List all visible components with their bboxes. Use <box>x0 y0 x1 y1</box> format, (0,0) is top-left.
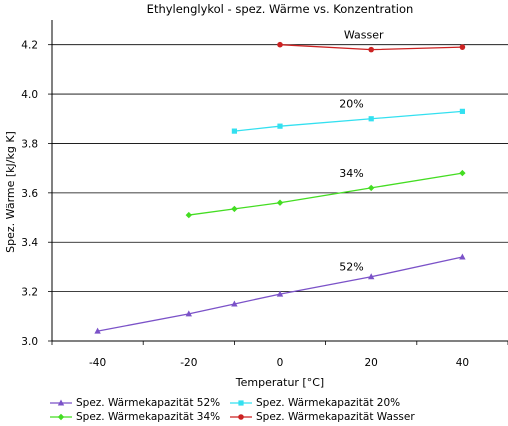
series-lines <box>97 44 463 332</box>
legend-item: Spez. Wärmekapazität 52% <box>50 396 230 410</box>
data-point <box>459 44 466 50</box>
legend-item: Spez. Wärmekapazität 34% <box>50 410 230 424</box>
grid <box>52 44 508 293</box>
data-point <box>277 41 283 48</box>
y-tick-label: 3.4 <box>21 237 38 249</box>
data-point <box>57 413 65 421</box>
data-point <box>368 46 375 53</box>
data-point <box>276 290 284 297</box>
series-line <box>97 256 463 332</box>
legend-swatch <box>50 413 72 421</box>
data-point <box>185 310 192 317</box>
data-point <box>57 399 65 406</box>
y-tick-label: 4.2 <box>21 40 38 52</box>
annotations: Wasser 20% 34% 52% <box>339 29 384 274</box>
y-tick-label: 3.0 <box>21 336 38 348</box>
legend-swatch <box>50 399 72 406</box>
data-point <box>231 205 238 213</box>
x-tick-label: -40 <box>89 357 106 369</box>
x-tick-label: -20 <box>180 357 197 369</box>
data-point <box>368 116 374 122</box>
series-markers <box>94 41 466 334</box>
annotation-label: Wasser <box>344 29 384 42</box>
data-point <box>459 169 466 177</box>
data-point <box>238 400 244 406</box>
y-tick-label: 3.6 <box>21 188 38 200</box>
x-tick-label: 40 <box>456 357 469 369</box>
data-point <box>231 128 237 134</box>
tick-labels: -40 -20 0 20 40 3.0 3.2 3.4 3.6 3.8 4.0 4.2 <box>21 40 469 369</box>
legend-swatch <box>230 400 252 406</box>
series-line <box>234 110 463 132</box>
data-point <box>238 414 244 420</box>
data-point <box>368 273 375 280</box>
data-point <box>231 300 238 307</box>
legend-label: Spez. Wärmekapazität 52% <box>76 397 221 409</box>
legend-label: Spez. Wärmekapazität Wasser <box>256 411 415 423</box>
chart-title: Ethylenglykol - spez. Wärme vs. Konzentr… <box>147 2 414 16</box>
annotation-label: 34% <box>339 167 363 180</box>
data-point <box>276 199 284 206</box>
y-tick-label: 3.8 <box>21 138 38 150</box>
legend: Spez. Wärmekapazität 52% Spez. Wärmekapaz… <box>50 396 470 424</box>
legend-label: Spez. Wärmekapazität 34% <box>76 411 221 423</box>
data-point <box>459 253 466 260</box>
data-point <box>459 108 465 114</box>
data-point <box>277 123 283 129</box>
axes <box>48 20 508 345</box>
series-line <box>188 172 463 216</box>
y-axis-label: Spez. Wärme [kJ/kg K] <box>4 131 17 253</box>
data-point <box>94 327 101 334</box>
data-point <box>185 211 192 219</box>
y-tick-label: 3.2 <box>21 287 38 299</box>
legend-item: Spez. Wärmekapazität Wasser <box>230 410 450 424</box>
legend-swatch <box>230 414 252 420</box>
legend-label: Spez. Wärmekapazität 20% <box>256 397 401 409</box>
y-tick-label: 4.0 <box>21 89 38 101</box>
x-tick-label: 20 <box>365 357 378 369</box>
annotation-label: 52% <box>339 261 363 274</box>
legend-item: Spez. Wärmekapazität 20% <box>230 396 450 410</box>
x-axis-label: Temperatur [°C] <box>235 376 324 389</box>
x-tick-label: 0 <box>277 357 284 369</box>
data-point <box>368 184 375 192</box>
annotation-label: 20% <box>339 98 363 111</box>
